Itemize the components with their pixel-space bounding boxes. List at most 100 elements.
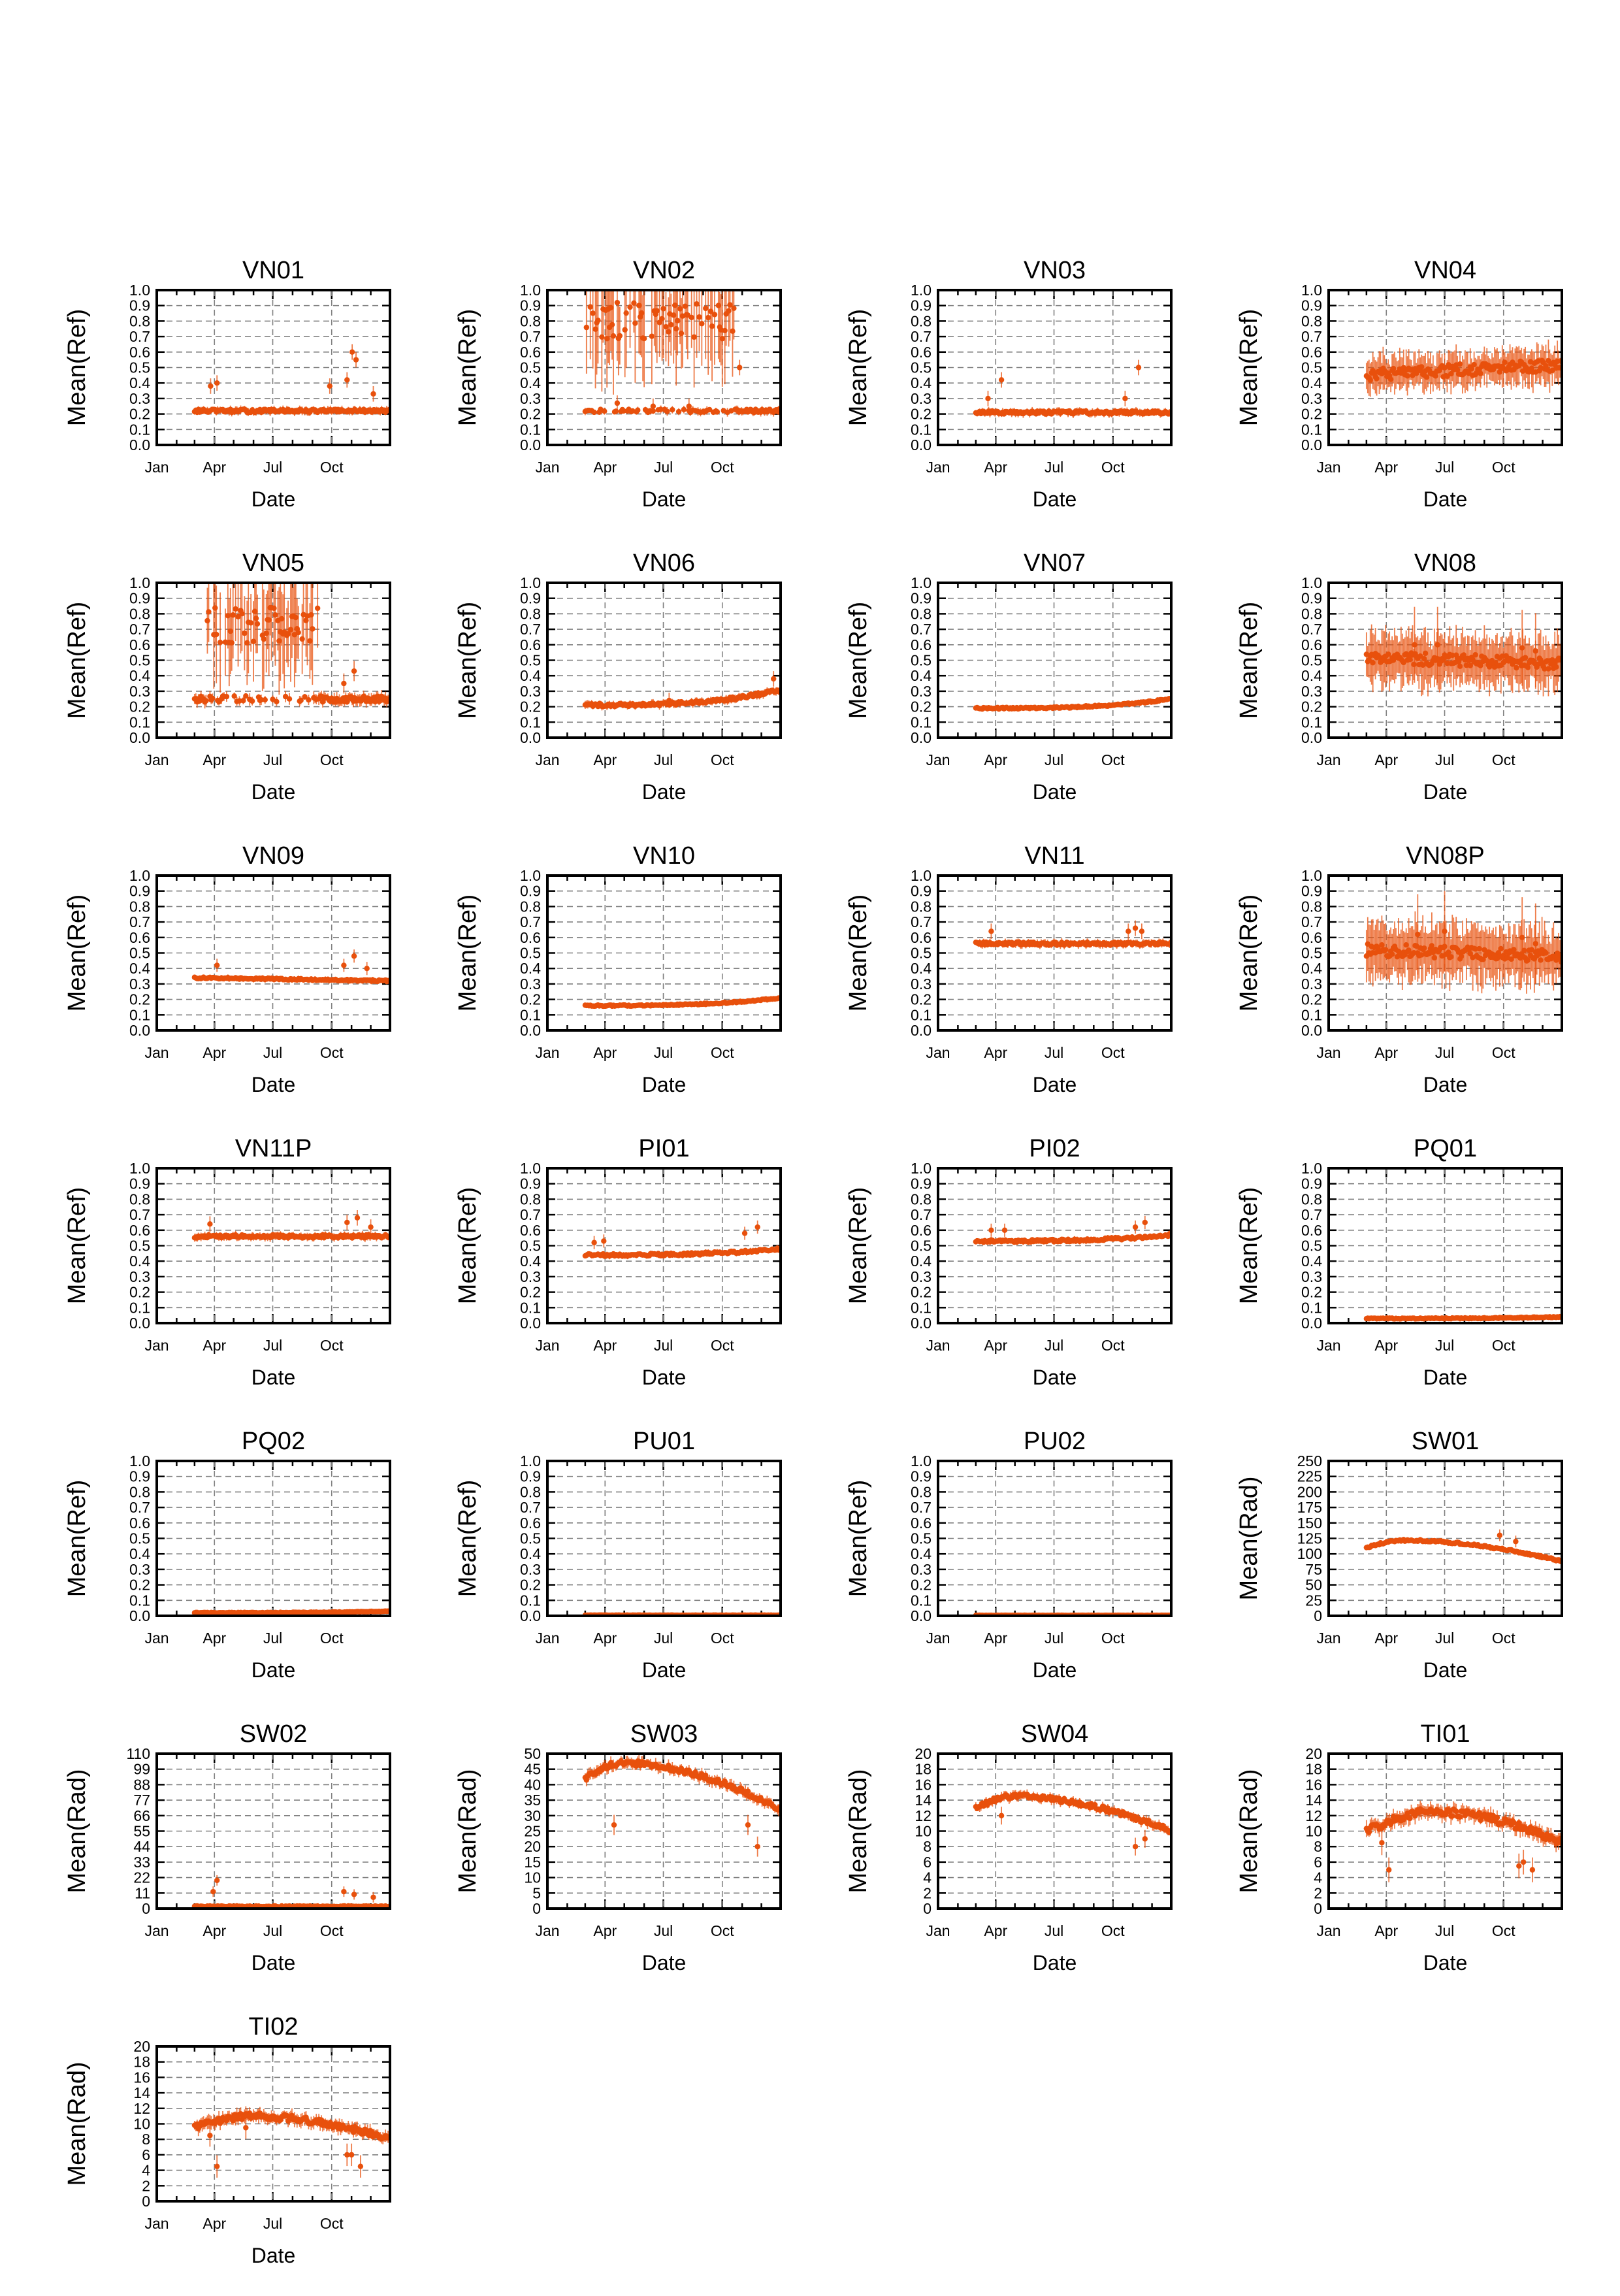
y-axis-label: Mean(Ref)	[1235, 309, 1263, 427]
data-point	[1368, 378, 1373, 383]
y-tick-label: 0.1	[1301, 421, 1322, 438]
data-point	[1498, 946, 1504, 951]
data-point	[999, 377, 1004, 382]
data-point	[264, 631, 269, 636]
data-point	[694, 301, 699, 306]
data-point	[1472, 652, 1478, 657]
data-point	[1412, 642, 1417, 648]
data-point	[1442, 928, 1447, 934]
data-point	[617, 333, 623, 338]
y-tick-label: 0.1	[1301, 1006, 1322, 1023]
data-point	[1415, 932, 1420, 937]
y-tick-label: 0.0	[911, 729, 932, 746]
x-tick-label: Jan	[144, 751, 169, 768]
data-point	[1403, 942, 1408, 947]
x-tick-label: Jan	[926, 459, 950, 476]
y-tick-label: 0.6	[911, 929, 932, 946]
y-tick-label: 0.2	[520, 406, 541, 423]
x-tick-label: Jul	[263, 751, 282, 768]
data-point	[266, 617, 271, 623]
x-tick-label: Jul	[1045, 459, 1063, 476]
subplot-title: VN02	[633, 257, 695, 284]
x-tick-label: Oct	[1101, 459, 1125, 476]
y-tick-label: 0.5	[129, 1238, 150, 1255]
data-point	[1546, 666, 1551, 671]
data-point	[263, 697, 268, 702]
y-axis-label: Mean(Ref)	[63, 309, 91, 427]
y-tick-label: 0.2	[129, 991, 150, 1008]
data-point	[271, 606, 276, 611]
data-point	[242, 631, 247, 636]
x-tick-label: Jul	[654, 751, 673, 768]
y-tick-label: 0.9	[129, 590, 150, 607]
y-tick-label: 0.5	[1301, 359, 1322, 376]
x-tick-label: Jul	[654, 459, 673, 476]
y-tick-label: 0.3	[129, 1268, 150, 1285]
data-point	[307, 638, 312, 644]
data-point	[274, 699, 279, 704]
series-vn05	[192, 583, 393, 708]
data-point	[240, 698, 246, 703]
y-tick-label: 0.9	[520, 590, 541, 607]
data-point	[1435, 642, 1440, 648]
x-tick-label: Oct	[320, 751, 344, 768]
y-tick-label: 0.3	[129, 976, 150, 992]
x-tick-label: Jul	[1435, 459, 1454, 476]
data-point	[349, 350, 355, 355]
y-tick-label: 0.1	[911, 1006, 932, 1023]
y-tick-label: 0.8	[911, 605, 932, 622]
data-point	[720, 336, 725, 341]
y-tick-label: 0.6	[1301, 636, 1322, 653]
series-vn03	[973, 360, 1174, 418]
y-tick-label: 0.4	[1301, 667, 1322, 684]
x-tick-label: Oct	[1492, 459, 1515, 476]
data-point	[1136, 365, 1141, 370]
data-point	[635, 408, 640, 413]
y-tick-label: 0.3	[1301, 683, 1322, 700]
x-tick-label: Apr	[202, 459, 226, 476]
x-tick-label: Apr	[1374, 459, 1398, 476]
x-axis-label: Date	[251, 487, 296, 511]
y-tick-label: 0.8	[520, 605, 541, 622]
y-tick-label: 1.0	[911, 574, 932, 591]
y-tick-label: 0.6	[129, 344, 150, 361]
y-tick-label: 0.2	[1301, 698, 1322, 715]
y-tick-label: 0.4	[520, 374, 541, 391]
data-point	[1370, 660, 1375, 665]
data-point	[666, 329, 671, 334]
y-tick-label: 0.0	[1301, 436, 1322, 453]
y-tick-label: 0.1	[911, 421, 932, 438]
y-tick-label: 0.5	[129, 359, 150, 376]
y-tick-label: 0.3	[129, 390, 150, 407]
y-tick-label: 0.8	[129, 898, 150, 915]
subplot-title: VN08P	[1406, 842, 1484, 870]
y-tick-label: 0.5	[520, 652, 541, 669]
x-axis-label: Date	[1033, 1073, 1077, 1096]
y-tick-label: 0.1	[1301, 713, 1322, 730]
data-point	[228, 629, 233, 634]
x-axis-label: Date	[1423, 1073, 1468, 1096]
data-point	[687, 404, 692, 409]
y-tick-label: 0.4	[129, 1253, 150, 1270]
data-point	[1424, 374, 1429, 380]
data-point	[622, 327, 627, 333]
data-point	[671, 312, 676, 318]
data-point	[341, 681, 346, 686]
y-tick-label: 0.7	[129, 913, 150, 930]
x-tick-label: Oct	[711, 459, 734, 476]
data-point	[632, 320, 638, 325]
y-tick-label: 1.0	[129, 867, 150, 884]
y-tick-label: 0.4	[129, 960, 150, 977]
data-point	[737, 365, 742, 370]
data-point	[615, 300, 620, 305]
y-tick-label: 1.0	[129, 1160, 150, 1177]
data-point	[1514, 665, 1519, 670]
x-axis-label: Date	[1033, 780, 1077, 804]
data-point	[1459, 954, 1464, 959]
data-point	[681, 407, 687, 412]
y-tick-label: 0.8	[129, 605, 150, 622]
